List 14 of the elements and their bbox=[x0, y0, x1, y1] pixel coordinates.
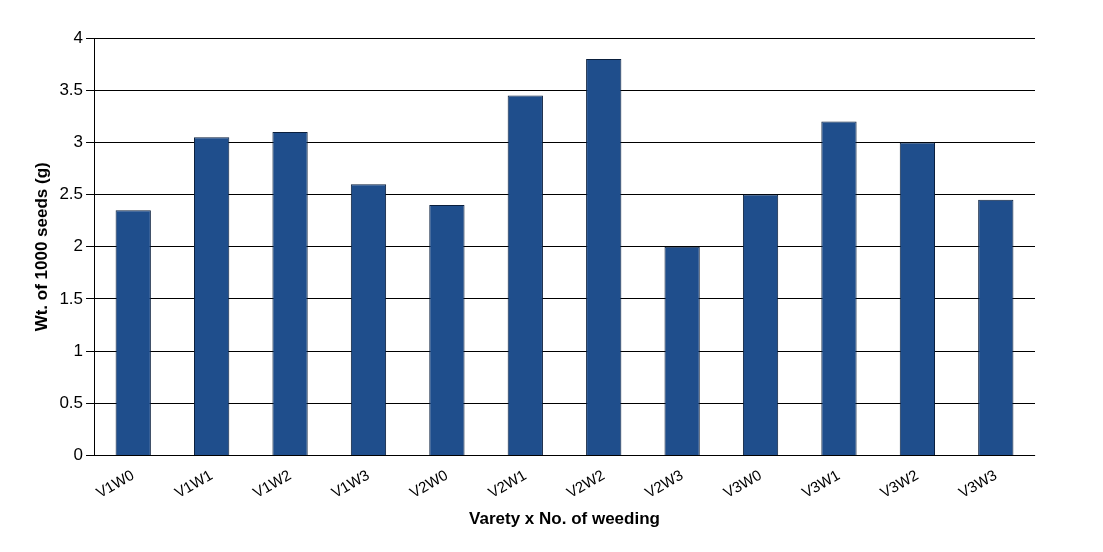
y-tick-label: 3 bbox=[73, 132, 84, 152]
x-axis-title: Varety x No. of weeding bbox=[469, 509, 660, 529]
y-tick-label: 1.5 bbox=[59, 288, 84, 308]
x-tick-label: V2W1 bbox=[485, 465, 529, 501]
y-tick-label: 2 bbox=[73, 236, 84, 256]
y-tick-label: 3.5 bbox=[59, 79, 84, 99]
y-tick-label: 2.5 bbox=[59, 184, 84, 204]
x-tick-label: V3W1 bbox=[798, 465, 843, 501]
y-tick-label: 0 bbox=[73, 445, 84, 465]
y-axis-title: Wt. of 1000 seeds (g) bbox=[31, 162, 51, 332]
y-tick-label: 1 bbox=[73, 340, 84, 360]
x-tick-label: V1W1 bbox=[171, 465, 216, 501]
y-tick-label: 4 bbox=[73, 27, 84, 47]
y-tick-label: 0.5 bbox=[59, 393, 84, 413]
